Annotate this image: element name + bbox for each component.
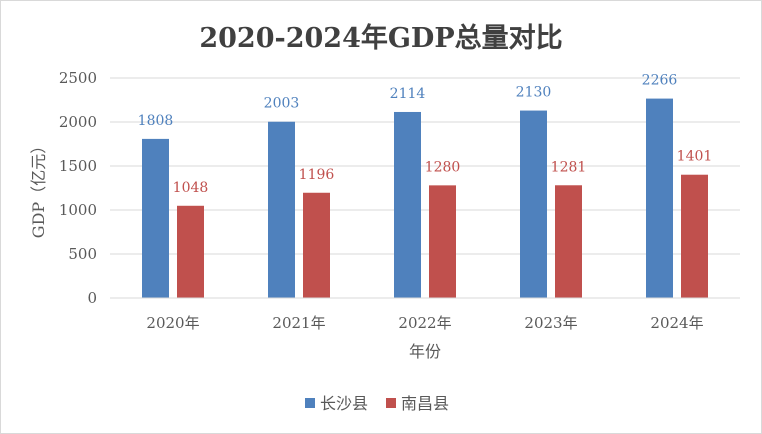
legend-swatch [305, 398, 315, 408]
x-tick-label: 2024年 [650, 314, 703, 332]
bars [142, 98, 708, 299]
legend-swatch [386, 398, 396, 408]
y-axis-ticks: 0 500 1000 1500 2000 2500 [59, 69, 97, 307]
data-labels: 1808 1048 2003 1196 2114 1280 2130 1281 2266 1401 [138, 73, 713, 196]
y-tick-label: 2500 [59, 69, 97, 87]
data-label: 1401 [677, 149, 713, 165]
bar [303, 192, 330, 298]
legend-item: 南昌县 [386, 394, 449, 413]
y-tick-label: 1500 [59, 157, 97, 175]
x-tick-label: 2021年 [272, 314, 325, 332]
y-tick-label: 1000 [59, 201, 97, 219]
bar [520, 110, 547, 298]
bar [429, 185, 456, 298]
legend-item: 长沙县 [305, 394, 368, 413]
y-axis-title: GDP（亿元） [29, 138, 48, 238]
x-tick-label: 2020年 [146, 314, 199, 332]
data-label: 1048 [173, 180, 209, 196]
data-label: 1808 [138, 113, 174, 129]
bar [177, 205, 204, 298]
x-tick-label: 2022年 [398, 314, 451, 332]
bar [681, 174, 708, 298]
bar [646, 98, 673, 298]
gridlines [110, 77, 740, 255]
bar [142, 138, 169, 298]
y-tick-label: 500 [68, 245, 97, 263]
x-tick-label: 2023年 [524, 314, 577, 332]
data-label: 1281 [551, 159, 587, 175]
data-label: 2003 [264, 96, 300, 112]
legend-label: 南昌县 [401, 394, 449, 413]
data-label: 1280 [425, 159, 461, 175]
y-tick-label: 0 [87, 289, 97, 307]
legend: 长沙县 南昌县 [305, 394, 449, 413]
bar [555, 185, 582, 298]
chart-title: 2020-2024年GDP总量对比 [199, 23, 563, 54]
legend-label: 长沙县 [320, 394, 368, 413]
y-tick-label: 2000 [59, 113, 97, 131]
bar [268, 121, 295, 299]
data-label: 1196 [299, 167, 335, 183]
data-label: 2130 [516, 85, 552, 101]
bar [394, 111, 421, 298]
x-axis-ticks: 2020年 2021年 2022年 2023年 2024年 [146, 314, 703, 332]
data-label: 2114 [390, 86, 426, 102]
data-label: 2266 [642, 73, 678, 89]
x-axis-title: 年份 [409, 342, 441, 361]
